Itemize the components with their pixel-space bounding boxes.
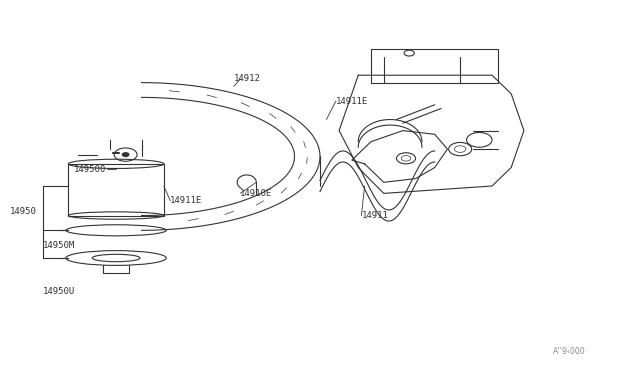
Text: 14912: 14912	[234, 74, 261, 83]
Text: A’’9‹000·: A’’9‹000·	[552, 347, 588, 356]
Text: 14950U: 14950U	[42, 287, 75, 296]
Bar	[371, 49, 499, 83]
Circle shape	[122, 153, 129, 157]
Text: 14950: 14950	[10, 207, 36, 217]
Text: 14911E: 14911E	[170, 196, 202, 205]
Text: 14950M: 14950M	[42, 241, 75, 250]
Text: 14910E: 14910E	[241, 189, 273, 198]
Text: 14911E: 14911E	[336, 97, 368, 106]
Text: 149500: 149500	[74, 165, 106, 174]
Bar	[68, 164, 164, 215]
Text: 14911: 14911	[362, 211, 388, 220]
